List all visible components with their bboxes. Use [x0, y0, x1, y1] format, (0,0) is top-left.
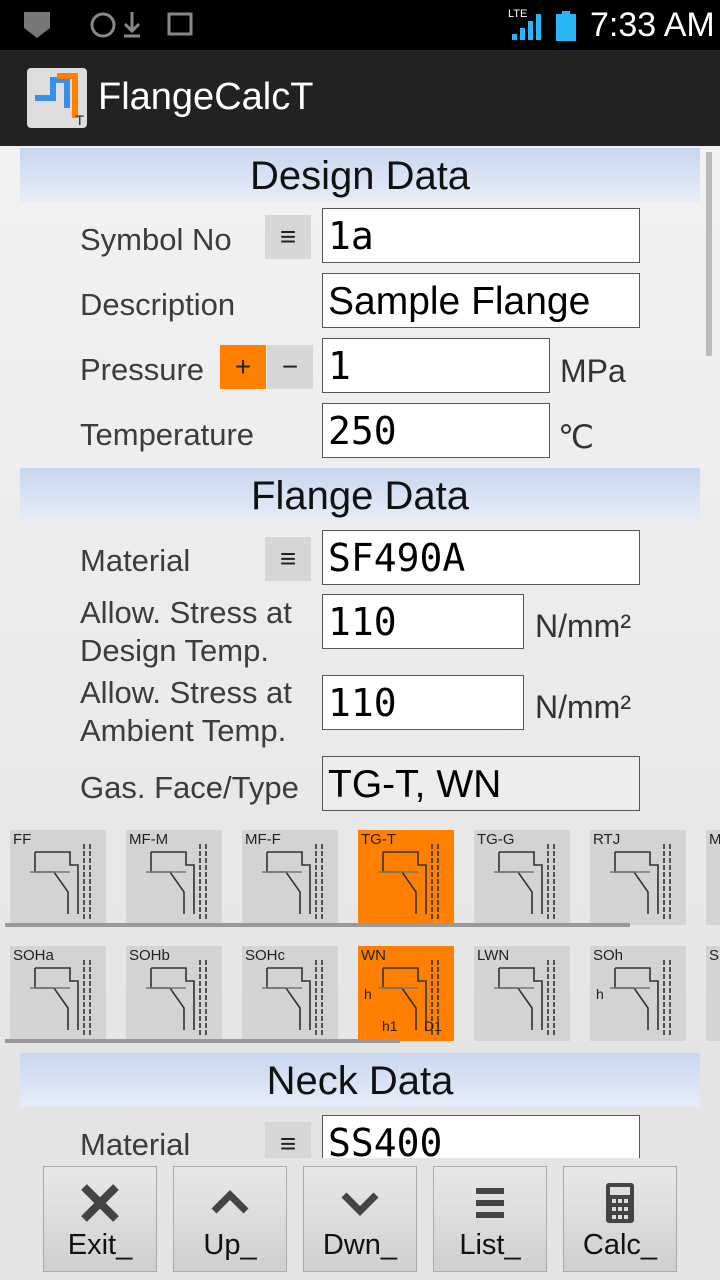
- option-thumbnail[interactable]: S: [706, 946, 720, 1041]
- field-label: Material: [80, 1127, 191, 1158]
- field-label: Allow. Stress at Design Temp.: [80, 594, 292, 670]
- option-label: M: [709, 831, 720, 848]
- dimension-label: h: [596, 986, 604, 1002]
- option-thumbnail[interactable]: TG-G: [474, 830, 570, 925]
- section-header: Flange Data: [20, 468, 700, 522]
- flange-type-strip: SOHa SOHb SOHc WN h h1 D1 LWN SOh h S: [0, 946, 720, 1046]
- text-input[interactable]: 250: [322, 403, 550, 458]
- option-thumbnail[interactable]: LWN: [474, 946, 570, 1041]
- network-type: LTE: [508, 8, 528, 20]
- menu-button[interactable]: ≡: [265, 537, 311, 581]
- field-label: Gas. Face/Type: [80, 770, 299, 805]
- scroll-indicator: [5, 923, 630, 927]
- label-line: Allow. Stress at: [80, 675, 292, 710]
- unit-label: MPa: [560, 353, 626, 389]
- option-label: SOHa: [13, 947, 54, 964]
- option-label: FF: [13, 831, 32, 848]
- app-icon[interactable]: T: [27, 68, 87, 128]
- app-bar: T FlangeCalcT: [0, 50, 720, 146]
- section-header: Design Data: [20, 148, 700, 202]
- option-label: SOHb: [129, 947, 170, 964]
- label-line: Allow. Stress at: [80, 595, 292, 630]
- label-line: Ambient Temp.: [80, 713, 287, 748]
- text-input[interactable]: 1: [322, 338, 550, 393]
- field-label: Symbol No: [80, 222, 232, 257]
- field-label: Material: [80, 543, 191, 578]
- option-thumbnail[interactable]: MF-M: [126, 830, 222, 925]
- option-thumbnail[interactable]: M: [706, 830, 720, 925]
- clock: 7:33 AM: [590, 6, 715, 44]
- option-thumbnail[interactable]: SOHa: [10, 946, 106, 1041]
- dimension-label: D1: [424, 1018, 442, 1034]
- toolbar-button[interactable]: Dwn_: [303, 1166, 417, 1272]
- toolbar-label: List_: [459, 1229, 521, 1261]
- text-input[interactable]: SS400: [322, 1115, 640, 1158]
- option-label: TG-T: [361, 831, 396, 848]
- option-thumbnail[interactable]: WN h h1 D1: [358, 946, 454, 1041]
- option-thumbnail[interactable]: RTJ: [590, 830, 686, 925]
- scroll-indicator: [5, 1039, 400, 1043]
- option-thumbnail[interactable]: TG-T: [358, 830, 454, 925]
- option-label: MF-F: [245, 831, 281, 848]
- option-thumbnail[interactable]: SOHc: [242, 946, 338, 1041]
- field-label: Pressure: [80, 352, 205, 387]
- text-input[interactable]: 110: [322, 594, 524, 649]
- option-thumbnail[interactable]: SOHb: [126, 946, 222, 1041]
- unit-label: ℃: [558, 419, 594, 455]
- option-label: WN: [361, 947, 386, 964]
- option-label: TG-G: [477, 831, 515, 848]
- dimension-label: h1: [382, 1018, 398, 1034]
- scrollbar: [706, 152, 712, 356]
- toolbar-button[interactable]: Calc_: [563, 1166, 677, 1272]
- option-label: SOHc: [245, 947, 286, 964]
- text-input[interactable]: 110: [322, 675, 524, 730]
- minus-button[interactable]: −: [267, 345, 313, 389]
- menu-button[interactable]: ≡: [265, 215, 311, 259]
- toolbar-label: Dwn_: [322, 1229, 398, 1261]
- app-title: FlangeCalcT: [98, 76, 314, 118]
- menu-button[interactable]: ≡: [265, 1122, 311, 1158]
- icon-badge: T: [75, 112, 84, 128]
- unit-label: N/mm²: [535, 689, 631, 725]
- label-line: Design Temp.: [80, 633, 269, 668]
- status-bar: LTE 7:33 AM: [0, 0, 720, 50]
- bottom-toolbar: Exit_ Up_ Dwn_ List_ Calc_: [0, 1158, 720, 1280]
- option-label: RTJ: [593, 831, 621, 848]
- option-thumbnail[interactable]: SOh h: [590, 946, 686, 1041]
- toolbar-label: Up_: [203, 1229, 257, 1261]
- option-thumbnail[interactable]: FF: [10, 830, 106, 925]
- signal-battery: [512, 11, 576, 41]
- plus-button[interactable]: +: [220, 345, 266, 389]
- field-label: Allow. Stress at Ambient Temp.: [80, 674, 292, 750]
- field-label: Temperature: [80, 417, 255, 452]
- form-content: Design Data Symbol No ≡ 1a Description S…: [0, 146, 720, 1158]
- toolbar-button[interactable]: Exit_: [43, 1166, 157, 1272]
- field-label: Description: [80, 287, 236, 322]
- text-input[interactable]: SF490A: [322, 530, 640, 585]
- section-header: Neck Data: [20, 1053, 700, 1107]
- toolbar-button[interactable]: Up_: [173, 1166, 287, 1272]
- option-label: SOh: [593, 947, 624, 964]
- unit-label: N/mm²: [535, 608, 631, 644]
- option-label: MF-M: [129, 831, 169, 848]
- notification-icons: [24, 12, 193, 38]
- text-input[interactable]: Sample Flange: [322, 273, 640, 328]
- toolbar-label: Exit_: [67, 1229, 133, 1261]
- option-label: LWN: [477, 947, 510, 964]
- readonly-field: TG-T, WN: [322, 756, 640, 811]
- dimension-label: h: [364, 986, 372, 1002]
- text-input[interactable]: 1a: [322, 208, 640, 263]
- option-label: S: [709, 947, 720, 964]
- face-type-strip: FF MF-M MF-F TG-T TG-G RTJ M: [0, 830, 720, 930]
- toolbar-button[interactable]: List_: [433, 1166, 547, 1272]
- toolbar-label: Calc_: [582, 1229, 658, 1261]
- option-thumbnail[interactable]: MF-F: [242, 830, 338, 925]
